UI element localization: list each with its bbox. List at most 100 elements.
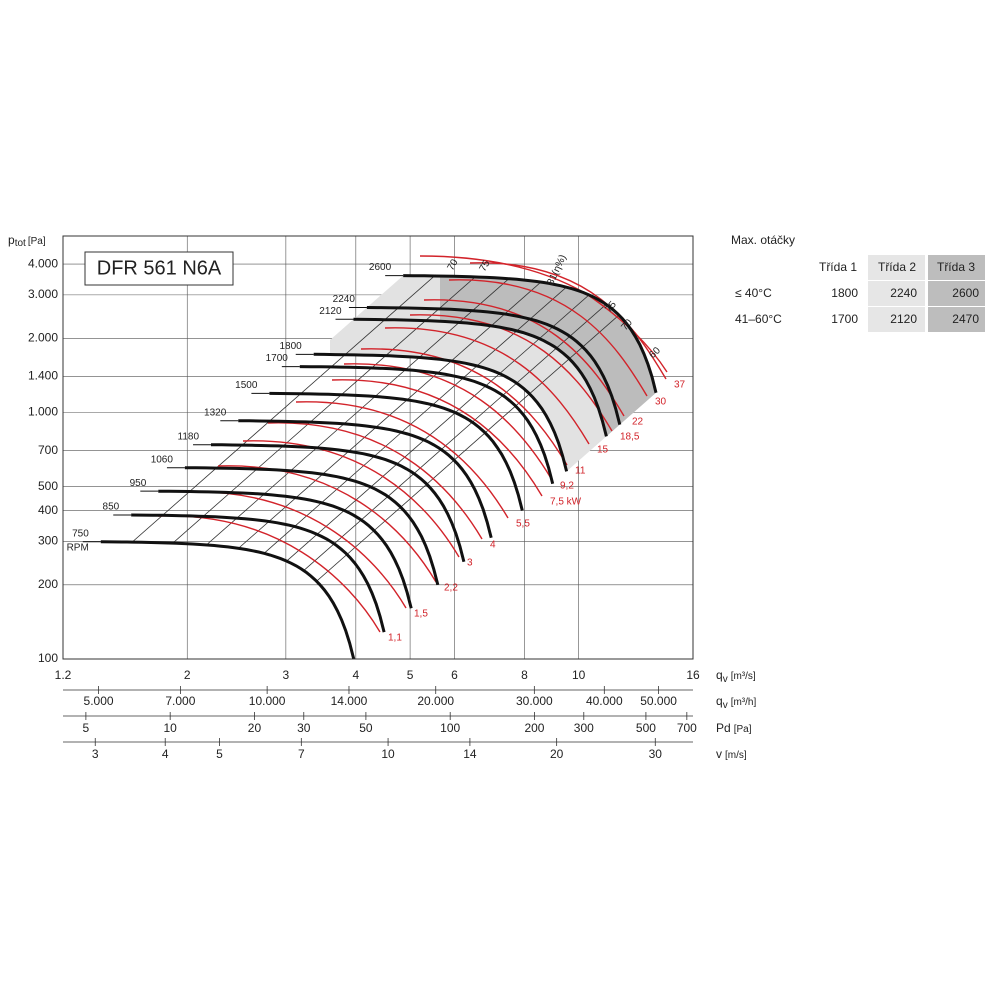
tick-label: 14.000 <box>331 694 368 708</box>
cell-bg <box>868 255 925 280</box>
tick-label: 20 <box>248 721 262 735</box>
power-label: 30 <box>655 397 667 408</box>
power-curves <box>157 255 668 633</box>
x-tick-label: 1.2 <box>55 668 72 682</box>
cell-bg <box>928 307 985 332</box>
power-curve <box>448 279 648 397</box>
shade-band <box>440 276 656 437</box>
tick-label: 40.000 <box>586 694 623 708</box>
row-label: ≤ 40°C <box>735 286 772 300</box>
speed-label: 850 <box>103 502 120 513</box>
axis-symbol: q <box>716 694 723 708</box>
y-tick-label: 1.000 <box>28 405 58 419</box>
speed-label: 1800 <box>279 341 302 352</box>
power-label: 1,1 <box>388 633 402 644</box>
speed-curve <box>131 513 386 633</box>
axis-symbol: Pd <box>716 721 731 735</box>
table-cell: 2470 <box>952 312 979 326</box>
speed-label: 2240 <box>333 294 356 305</box>
tick-label: 10 <box>381 747 395 761</box>
speed-label: 1320 <box>204 407 227 418</box>
power-curve <box>295 401 509 519</box>
y-tick-label: 4.000 <box>28 256 58 270</box>
speed-label: 2600 <box>369 262 392 273</box>
axis-label: qv [m³/h] <box>716 694 756 710</box>
tick-label: 14 <box>463 747 477 761</box>
tick-label: 20 <box>550 747 564 761</box>
speed-label: 2120 <box>319 306 342 317</box>
y-tick-label: 500 <box>38 479 58 493</box>
y-tick-label: 700 <box>38 443 58 457</box>
table-title: Max. otáčky <box>731 233 795 247</box>
speed-curve <box>299 365 555 485</box>
tick-label: 5 <box>83 721 90 735</box>
speed-curves <box>82 274 658 660</box>
bottom-axes: 1.2 2 3 4 5 6 8 10 16 qv [m³/s]qv [m³/h]5.000 7.000 1… <box>55 668 757 761</box>
row-label: 41–60°C <box>735 312 782 326</box>
y-unit: [Pa] <box>28 236 46 247</box>
axis-label: v [m/s] <box>716 747 747 761</box>
x-tick-label: 8 <box>521 668 528 682</box>
power-label: 1,5 <box>414 609 428 620</box>
tick-label: 100 <box>440 721 460 735</box>
power-label: 9,2 <box>560 481 574 492</box>
cell-bg <box>868 281 925 306</box>
efficiency-label: 75 <box>478 258 493 274</box>
power-curve <box>267 422 483 540</box>
y-tick-label: 1.400 <box>28 369 58 383</box>
tick-label: 7.000 <box>165 694 195 708</box>
power-label: 11 <box>575 466 586 477</box>
x-tick-label: 5 <box>407 668 414 682</box>
tick-label: 7 <box>298 747 305 761</box>
power-label: 18,5 <box>620 432 640 443</box>
axis-symbol: q <box>716 668 723 682</box>
x-tick-label: 6 <box>451 668 458 682</box>
cell-bg <box>928 281 985 306</box>
power-label: 15 <box>597 445 609 456</box>
tick-label: 4 <box>162 747 169 761</box>
power-curve <box>157 515 381 633</box>
table-cell: 1700 <box>831 312 858 326</box>
speed-table: Max. otáčky Třída 1 Třída 2 Třída 3 ≤ 40… <box>731 233 985 332</box>
power-label: 22 <box>632 417 644 428</box>
power-label: 5,5 <box>516 519 530 530</box>
speed-curve <box>353 317 608 437</box>
y-tick-label: 300 <box>38 534 58 548</box>
speed-curve <box>403 274 658 394</box>
plot-frame <box>62 235 694 660</box>
speed-unit: RPM <box>67 542 89 553</box>
x-tick-label: 2 <box>184 668 191 682</box>
speed-curve <box>158 489 413 609</box>
power-label: 2,2 <box>444 583 458 594</box>
efficiency-label: 60 <box>647 345 663 361</box>
table-header: Třída 3 <box>937 260 975 274</box>
system-line <box>100 275 584 659</box>
axis-unit: [m³/s] <box>731 671 756 682</box>
system-line <box>100 275 548 659</box>
y-tick-label: 100 <box>38 651 58 665</box>
labels: 4.000 3.000 2.000 1.400 1.000 700 500 400 300 200… <box>28 253 686 665</box>
table-cell: 2240 <box>890 286 917 300</box>
table-header: Třída 1 <box>819 260 857 274</box>
x-tick-label: 10 <box>572 668 586 682</box>
tick-label: 3 <box>92 747 99 761</box>
table-cell: 2120 <box>890 312 917 326</box>
power-curve <box>360 348 568 466</box>
power-curve <box>242 440 460 558</box>
speed-curve <box>366 306 622 425</box>
speed-curve <box>210 443 466 563</box>
cell-bg <box>928 255 985 280</box>
cell-bg <box>868 307 925 332</box>
speed-label: 950 <box>130 478 147 489</box>
power-label: 4 <box>490 540 496 551</box>
tick-label: 30.000 <box>516 694 553 708</box>
y-tick-label: 200 <box>38 577 58 591</box>
speed-label: 1500 <box>235 380 258 391</box>
speed-label: 1700 <box>266 353 289 364</box>
y-tick-label: 3.000 <box>28 287 58 301</box>
system-line <box>100 275 513 659</box>
power-label: 7,5 kW <box>550 497 582 508</box>
tick-label: 500 <box>636 721 656 735</box>
speed-label: 750 <box>72 528 89 539</box>
